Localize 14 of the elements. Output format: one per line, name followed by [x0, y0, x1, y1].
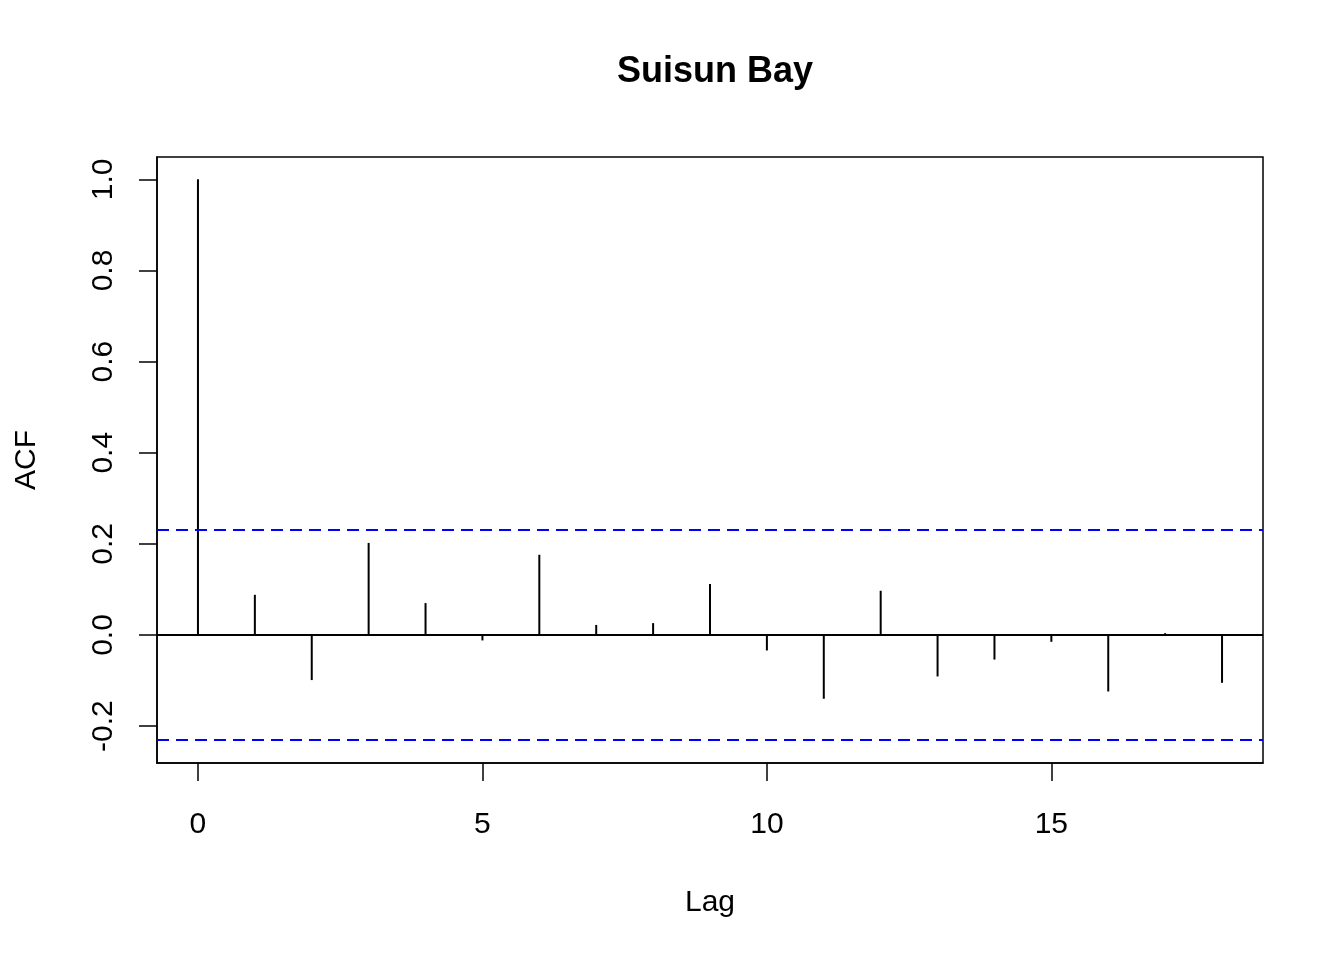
x-tick-label: 15	[1034, 805, 1069, 839]
x-tick-label: 10	[750, 805, 784, 839]
y-axis-title: ACF	[7, 430, 41, 490]
y-tick-label: 0.4	[84, 431, 118, 474]
x-axis-title: Lag	[684, 883, 736, 917]
y-tick-label: 0.0	[84, 614, 118, 656]
x-tick-label: 5	[474, 805, 491, 839]
y-tick-label: 0.2	[84, 522, 118, 565]
y-tick-label: 0.8	[84, 249, 118, 292]
y-tick-label: -0.2	[84, 700, 118, 752]
chart-title: Suisun Bay	[616, 48, 814, 90]
x-tick-label: 0	[189, 805, 207, 839]
y-tick-label: 0.6	[84, 340, 118, 383]
y-tick-label: 1.0	[84, 158, 118, 201]
